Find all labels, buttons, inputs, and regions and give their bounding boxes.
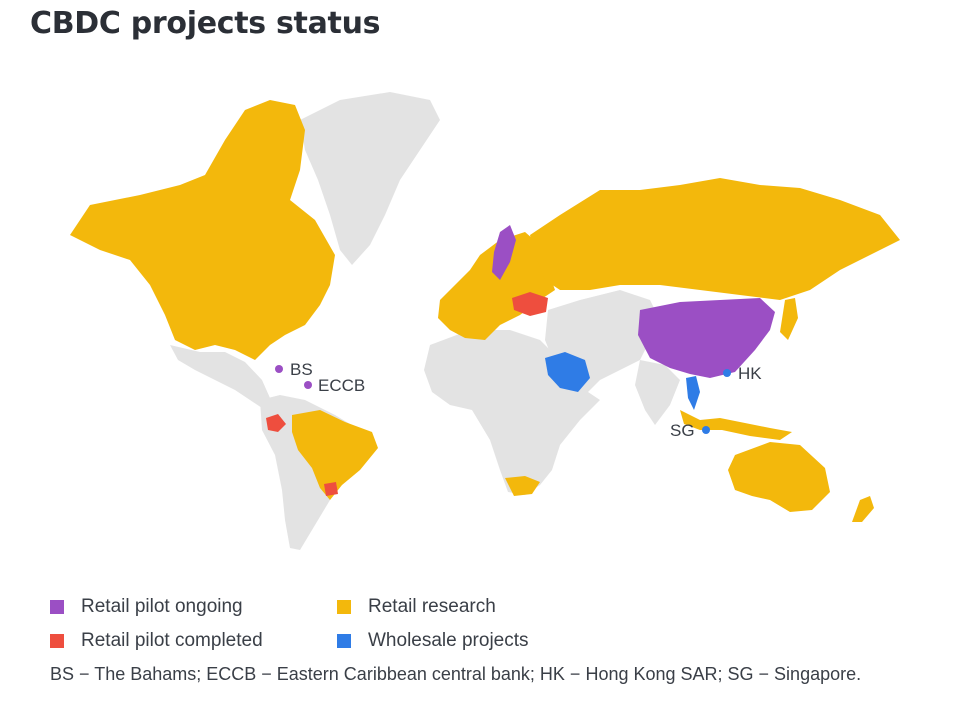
- australia[interactable]: [728, 442, 830, 512]
- legend-retail-pilot-completed: Retail pilot completed: [50, 630, 263, 652]
- legend-label-wholesale-projects: Wholesale projects: [368, 630, 529, 651]
- sg-label: SG: [670, 421, 695, 440]
- indonesia[interactable]: [680, 410, 792, 440]
- eccb-label: ECCB: [318, 376, 365, 395]
- south-africa[interactable]: [505, 476, 540, 496]
- north-america-research[interactable]: [70, 100, 335, 360]
- china[interactable]: [638, 298, 775, 378]
- ukraine[interactable]: [512, 292, 548, 316]
- footnote: BS − The Bahams; ECCB − Eastern Caribbea…: [50, 664, 862, 684]
- legend-swatch-retail-pilot-completed: [50, 634, 64, 648]
- india-southeast-asia[interactable]: [635, 360, 680, 425]
- legend-swatch-retail-pilot-ongoing: [50, 600, 64, 614]
- brazil[interactable]: [292, 410, 378, 500]
- europe-research[interactable]: [438, 232, 555, 340]
- world-map: BS ECCB HK SG: [70, 92, 900, 550]
- page-title: CBDC projects status: [30, 6, 381, 41]
- hk-marker[interactable]: [723, 369, 731, 377]
- legend-label-retail-research: Retail research: [368, 596, 496, 617]
- legend-wholesale-projects: Wholesale projects: [337, 630, 529, 652]
- greenland[interactable]: [300, 92, 440, 265]
- russia[interactable]: [530, 178, 900, 300]
- eccb-marker[interactable]: [304, 381, 312, 389]
- sg-marker[interactable]: [702, 426, 710, 434]
- legend-swatch-retail-research: [337, 600, 351, 614]
- legend-swatch-wholesale-projects: [337, 634, 351, 648]
- hk-label: HK: [738, 364, 762, 383]
- new-zealand[interactable]: [852, 496, 874, 522]
- ecuador[interactable]: [266, 414, 286, 432]
- japan[interactable]: [780, 298, 798, 340]
- legend-label-retail-pilot-ongoing: Retail pilot ongoing: [81, 596, 243, 617]
- legend-label-retail-pilot-completed: Retail pilot completed: [81, 630, 263, 651]
- legend-retail-research: Retail research: [337, 596, 496, 618]
- thailand[interactable]: [686, 376, 700, 410]
- sweden[interactable]: [492, 225, 516, 280]
- bs-marker[interactable]: [275, 365, 283, 373]
- mexico-central-america[interactable]: [170, 345, 270, 408]
- saudi-arabia[interactable]: [545, 352, 590, 392]
- bs-label: BS: [290, 360, 313, 379]
- legend-retail-pilot-ongoing: Retail pilot ongoing: [50, 596, 243, 618]
- uruguay[interactable]: [324, 482, 338, 496]
